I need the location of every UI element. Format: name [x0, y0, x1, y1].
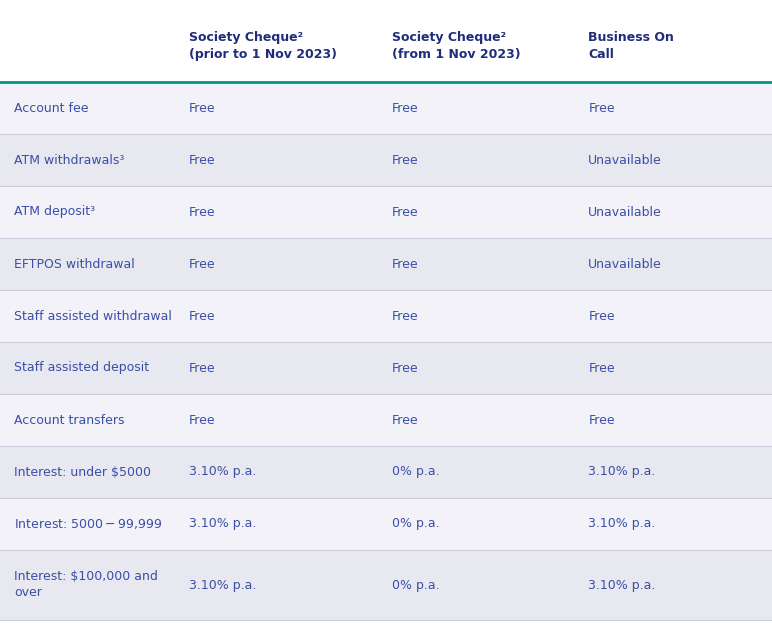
Bar: [0, 82, 772, 134]
Text: Society Cheque²
(from 1 Nov 2023): Society Cheque² (from 1 Nov 2023): [392, 31, 521, 61]
Text: Unavailable: Unavailable: [588, 257, 662, 271]
Bar: [0, 290, 772, 342]
Bar: [0, 446, 772, 498]
Text: Interest: under $5000: Interest: under $5000: [14, 466, 151, 478]
Text: Free: Free: [189, 362, 215, 375]
Text: Free: Free: [588, 362, 615, 375]
Text: Staff assisted withdrawal: Staff assisted withdrawal: [14, 309, 172, 322]
Text: Free: Free: [189, 206, 215, 218]
Text: 3.10% p.a.: 3.10% p.a.: [189, 579, 256, 591]
Text: Staff assisted deposit: Staff assisted deposit: [14, 362, 149, 375]
Text: Free: Free: [392, 102, 418, 114]
Text: Free: Free: [189, 257, 215, 271]
Bar: [0, 550, 772, 620]
Text: ATM deposit³: ATM deposit³: [14, 206, 95, 218]
Bar: [0, 342, 772, 394]
Text: Account fee: Account fee: [14, 102, 89, 114]
Text: Free: Free: [392, 257, 418, 271]
Text: ATM withdrawals³: ATM withdrawals³: [14, 153, 124, 167]
Text: 3.10% p.a.: 3.10% p.a.: [588, 517, 655, 531]
Bar: [0, 10, 772, 82]
Text: 3.10% p.a.: 3.10% p.a.: [189, 466, 256, 478]
Bar: [0, 394, 772, 446]
Text: Free: Free: [588, 102, 615, 114]
Bar: [0, 498, 772, 550]
Text: Business On
Call: Business On Call: [588, 31, 674, 61]
Text: 0% p.a.: 0% p.a.: [392, 517, 440, 531]
Text: EFTPOS withdrawal: EFTPOS withdrawal: [14, 257, 134, 271]
Text: Free: Free: [189, 153, 215, 167]
Text: Free: Free: [392, 413, 418, 427]
Text: 0% p.a.: 0% p.a.: [392, 466, 440, 478]
Text: Unavailable: Unavailable: [588, 206, 662, 218]
Text: Interest: $5000 - $99,999: Interest: $5000 - $99,999: [14, 517, 162, 531]
Text: Society Cheque²
(prior to 1 Nov 2023): Society Cheque² (prior to 1 Nov 2023): [189, 31, 337, 61]
Text: Free: Free: [588, 309, 615, 322]
Text: 3.10% p.a.: 3.10% p.a.: [588, 579, 655, 591]
Text: Unavailable: Unavailable: [588, 153, 662, 167]
Text: 3.10% p.a.: 3.10% p.a.: [189, 517, 256, 531]
Text: Interest: $100,000 and
over: Interest: $100,000 and over: [14, 570, 157, 599]
Bar: [0, 186, 772, 238]
Text: Free: Free: [392, 153, 418, 167]
Text: Free: Free: [392, 206, 418, 218]
Text: Free: Free: [189, 413, 215, 427]
Bar: [0, 134, 772, 186]
Bar: [0, 238, 772, 290]
Text: Free: Free: [189, 102, 215, 114]
Text: Free: Free: [392, 309, 418, 322]
Text: Free: Free: [392, 362, 418, 375]
Text: 3.10% p.a.: 3.10% p.a.: [588, 466, 655, 478]
Text: Free: Free: [588, 413, 615, 427]
Text: Free: Free: [189, 309, 215, 322]
Text: 0% p.a.: 0% p.a.: [392, 579, 440, 591]
Text: Account transfers: Account transfers: [14, 413, 124, 427]
